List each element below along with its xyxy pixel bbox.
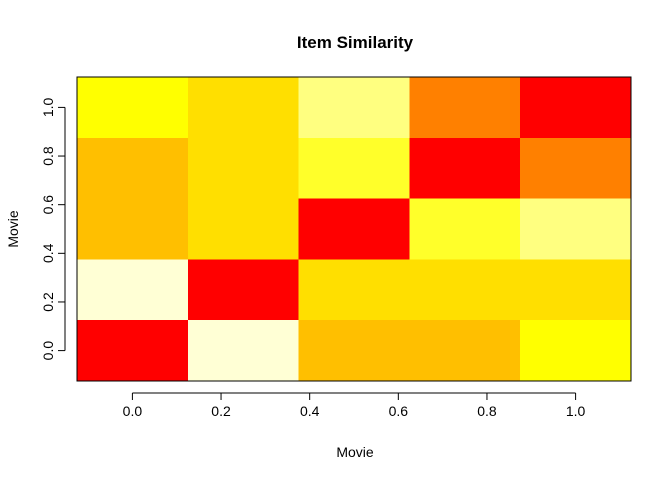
heatmap-cell [520,77,631,138]
x-axis-label: Movie [336,444,374,460]
heatmap-cell [409,259,521,321]
heatmap-cell [187,259,299,321]
heatmap-cell [520,259,631,321]
x-tick-label: 0.6 [389,403,409,419]
heatmap-cell [77,137,188,199]
heatmap-cell [77,198,188,260]
heatmap-cell [298,137,410,199]
heatmap-cell [520,198,631,260]
y-tick-label: 0.0 [40,341,56,361]
y-tick-label: 0.4 [40,243,56,263]
heatmap-cell [77,320,188,381]
x-tick-label: 0.8 [477,403,497,419]
x-tick-label: 0.4 [300,403,320,419]
heatmap-cell [409,198,521,260]
heatmap-cell [520,320,631,381]
heatmap-cell [77,77,188,138]
heatmap-cells [77,77,631,381]
heatmap-cell [409,320,521,381]
x-axis: 0.0 0.2 0.4 0.6 0.8 1.0 [123,392,586,419]
heatmap-cell [187,77,299,138]
heatmap-cell [187,198,299,260]
x-tick-label: 0.0 [123,403,143,419]
heatmap-cell [187,137,299,199]
x-tick-label: 0.2 [211,403,231,419]
heatmap-cell [298,259,410,321]
heatmap-cell [298,198,410,260]
x-tick-label: 1.0 [566,403,586,419]
plot-frame [76,76,632,382]
y-tick-label: 0.6 [40,195,56,215]
heatmap-cell [298,320,410,381]
heatmap-cell [520,137,631,199]
y-tick-label: 0.8 [40,146,56,166]
heatmap-cell [187,320,299,381]
y-axis-label: Movie [5,210,21,248]
heatmap-cell [298,77,410,138]
heatmap-cell [409,137,521,199]
y-tick-label: 0.2 [40,292,56,312]
heatmap-cell [409,77,521,138]
heatmap-cell [77,259,188,321]
chart-title: Item Similarity [297,33,414,52]
y-tick-label: 1.0 [40,97,56,117]
y-axis: 0.0 0.2 0.4 0.6 0.8 1.0 [40,97,66,361]
